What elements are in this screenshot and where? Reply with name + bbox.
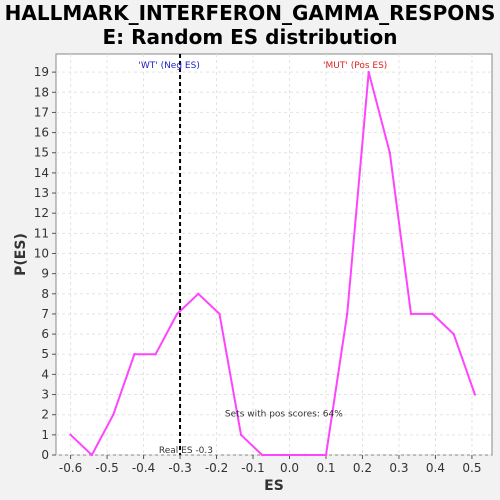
neg-es-label: 'WT' (Neg ES)	[138, 61, 199, 71]
y-tick-label: 13	[34, 186, 49, 200]
y-tick-label: 17	[34, 105, 49, 119]
grid	[56, 54, 492, 456]
x-axis-ticks: -0.6 -0.5 -0.4 -0.3 -0.2 -0.1 0.0 0.1 0.2 0.3 0.4 0…	[59, 455, 481, 475]
y-tick-label: 1	[41, 428, 49, 442]
x-tick-label: -0.6	[59, 461, 82, 475]
x-tick-label: 0.5	[462, 461, 481, 475]
chart-title-line2: E: Random ES distribution	[102, 25, 398, 49]
y-tick-label: 2	[41, 408, 49, 422]
series-layer	[69, 70, 477, 457]
data-point	[303, 453, 307, 457]
chart-title-line1: HALLMARK_INTERFERON_GAMMA_RESPONS	[4, 1, 496, 25]
y-tick-label: 3	[41, 388, 49, 402]
y-tick-label: 7	[41, 307, 49, 321]
x-tick-label: -0.1	[241, 461, 264, 475]
data-point	[69, 433, 72, 437]
x-tick-label: 0.4	[426, 461, 445, 475]
data-point	[197, 292, 200, 295]
pos-es-label: 'MUT' (Pos ES)	[323, 61, 387, 71]
y-axis-label: P(ES)	[13, 233, 29, 276]
data-point	[175, 312, 179, 316]
data-point	[409, 312, 413, 316]
x-tick-label: -0.2	[205, 461, 228, 475]
y-tick-label: 6	[41, 327, 49, 341]
x-tick-label: 0.0	[280, 461, 299, 475]
data-point	[473, 393, 477, 396]
data-point	[133, 353, 136, 356]
y-tick-label: 12	[34, 206, 49, 220]
data-point	[239, 433, 243, 437]
y-tick-label: 14	[34, 166, 49, 180]
x-tick-label: -0.5	[95, 461, 118, 475]
pos-scores-annotation: Sets with pos scores: 64%	[225, 410, 343, 420]
x-tick-label: -0.4	[132, 461, 155, 475]
y-tick-label: 16	[34, 126, 49, 140]
data-point	[367, 70, 370, 74]
data-point	[431, 312, 434, 316]
data-point	[218, 312, 221, 316]
data-point	[324, 453, 328, 457]
data-point	[345, 312, 349, 316]
x-tick-label: 0.3	[389, 461, 408, 475]
series-line	[69, 71, 476, 456]
x-tick-label: -0.3	[168, 461, 191, 475]
x-axis-label: ES	[264, 478, 284, 494]
y-tick-label: 9	[41, 267, 49, 281]
y-tick-label: 15	[34, 146, 49, 160]
data-point	[452, 332, 455, 336]
y-tick-label: 19	[34, 65, 49, 79]
data-point	[260, 453, 264, 457]
data-point	[282, 453, 285, 457]
y-tick-label: 18	[34, 85, 49, 99]
x-tick-label: 0.2	[353, 461, 372, 475]
data-point	[112, 413, 115, 416]
data-point	[154, 353, 157, 356]
plot-area	[55, 53, 493, 456]
y-tick-label: 0	[41, 448, 49, 462]
data-point	[388, 151, 392, 154]
x-tick-label: 0.1	[316, 461, 335, 475]
y-tick-label: 11	[34, 226, 49, 240]
y-tick-label: 8	[41, 287, 49, 301]
real-es-label: Real ES -0.3	[159, 446, 213, 456]
y-tick-label: 10	[34, 246, 49, 260]
chart-title: HALLMARK_INTERFERON_GAMMA_RESPONS E: Ran…	[0, 1, 500, 49]
y-tick-label: 5	[41, 347, 49, 361]
y-tick-label: 4	[41, 367, 49, 381]
data-point	[90, 453, 93, 457]
